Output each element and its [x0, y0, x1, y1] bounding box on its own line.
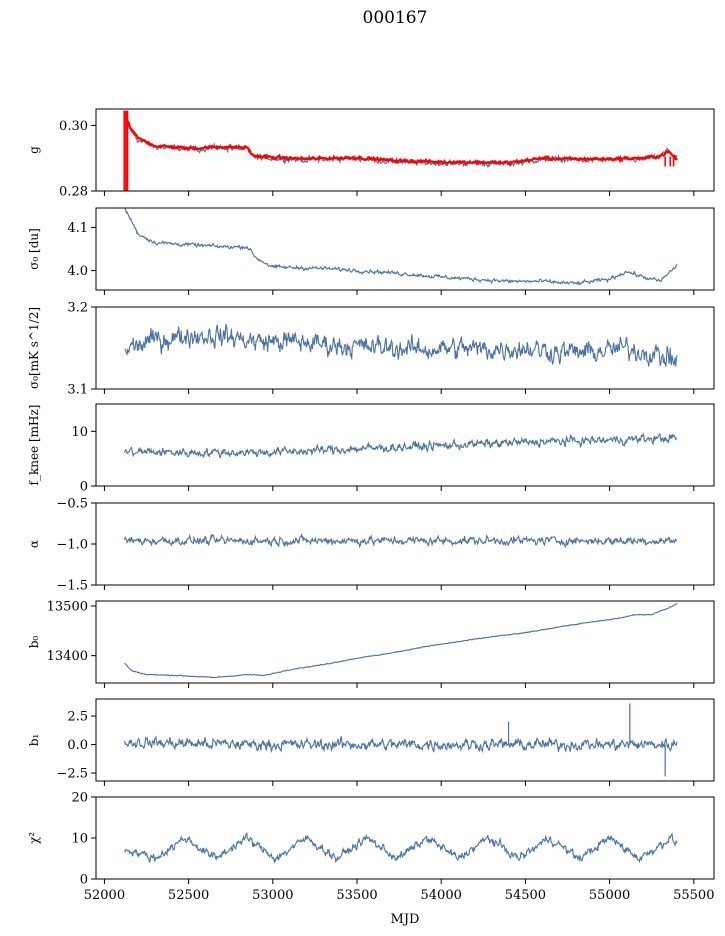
panel-b0: 13400 13500 b₀: [27, 599, 715, 688]
y-axis-label: b₁: [27, 734, 41, 747]
y-axis-label: σ₀ [du]: [27, 228, 41, 270]
x-tick-label: 54500: [505, 888, 546, 903]
y-tick-label: 4.1: [67, 221, 88, 236]
x-tick-label: 53500: [336, 888, 377, 903]
panel-sigma0: 4.0 4.1 σ₀ [du]: [27, 207, 715, 295]
panel-b1: −2.5 0.0 2.5 b₁: [27, 698, 715, 786]
y-tick-label: 0: [80, 873, 88, 888]
panel-frame: [95, 698, 715, 782]
y-axis-label: b₀: [27, 636, 41, 649]
panel-frame: [95, 207, 715, 291]
y-tick-label: −1.5: [56, 579, 88, 594]
x-tick-label: 55000: [589, 888, 630, 903]
panel-alpha: −1.5 −1.0 −0.5 α: [27, 497, 715, 594]
x-axis-label: MJD: [391, 912, 420, 927]
y-axis-label: α: [27, 540, 41, 548]
panels: 0.28 0.30 g 4.0 4.1 σ₀ [du] 3.1 3.2 σ₀[mK s^1/2]…: [27, 108, 715, 903]
y-tick-label: 4.0: [67, 264, 88, 279]
panel-frame: [95, 600, 715, 684]
figure-title: 000167: [363, 8, 428, 28]
panel-g: 0.28 0.30 g: [27, 108, 715, 200]
y-axis-label: f_knee [mHz]: [27, 405, 41, 486]
y-tick-label: 10: [71, 425, 88, 440]
y-tick-label: 0.30: [59, 119, 88, 134]
y-tick-label: 2.5: [67, 710, 88, 725]
panel-fknee: 0 10 f_knee [mHz]: [27, 403, 715, 495]
panel-frame: [95, 502, 715, 586]
series-line-sigma0-0: [124, 208, 678, 286]
y-axis-label: g: [27, 146, 41, 154]
y-tick-label: −2.5: [56, 767, 88, 782]
y-tick-label: 10: [71, 832, 88, 847]
series-line-chi2-0: [124, 832, 678, 864]
y-tick-label: −0.5: [56, 497, 88, 512]
panel-frame: [95, 403, 715, 487]
panel-chi2: 0 10 20 52000 52500 53000 53500 54000 54500 55000…: [27, 791, 715, 903]
panel-frame: [95, 108, 715, 192]
y-tick-label: 13500: [47, 599, 88, 614]
series-line-sigma0_mk-0: [124, 324, 678, 367]
panel-sigma0_mk: 3.1 3.2 σ₀[mK s^1/2]: [27, 301, 715, 398]
x-tick-label: 54000: [421, 888, 462, 903]
y-tick-label: 0.0: [67, 738, 88, 753]
series-line-alpha-0: [124, 533, 678, 549]
y-tick-label: −1.0: [56, 538, 88, 553]
y-tick-label: 0: [80, 480, 88, 495]
series-line-fknee-0: [124, 432, 678, 459]
y-axis-label: χ²: [27, 832, 41, 844]
y-tick-label: 13400: [47, 649, 88, 664]
y-tick-label: 3.1: [67, 383, 88, 398]
y-tick-label: 3.2: [67, 301, 88, 316]
series-line-g-1: [123, 112, 678, 167]
y-tick-label: 20: [71, 791, 88, 806]
y-tick-label: 0.28: [59, 185, 88, 200]
series-line-b0-0: [124, 602, 678, 679]
x-tick-label: 55500: [673, 888, 714, 903]
x-tick-label: 53000: [252, 888, 293, 903]
x-tick-label: 52000: [84, 888, 125, 903]
series-line-b1-0: [124, 735, 678, 754]
y-axis-label: σ₀[mK s^1/2]: [27, 307, 41, 389]
panel-frame: [95, 306, 715, 390]
x-tick-label: 52500: [168, 888, 209, 903]
